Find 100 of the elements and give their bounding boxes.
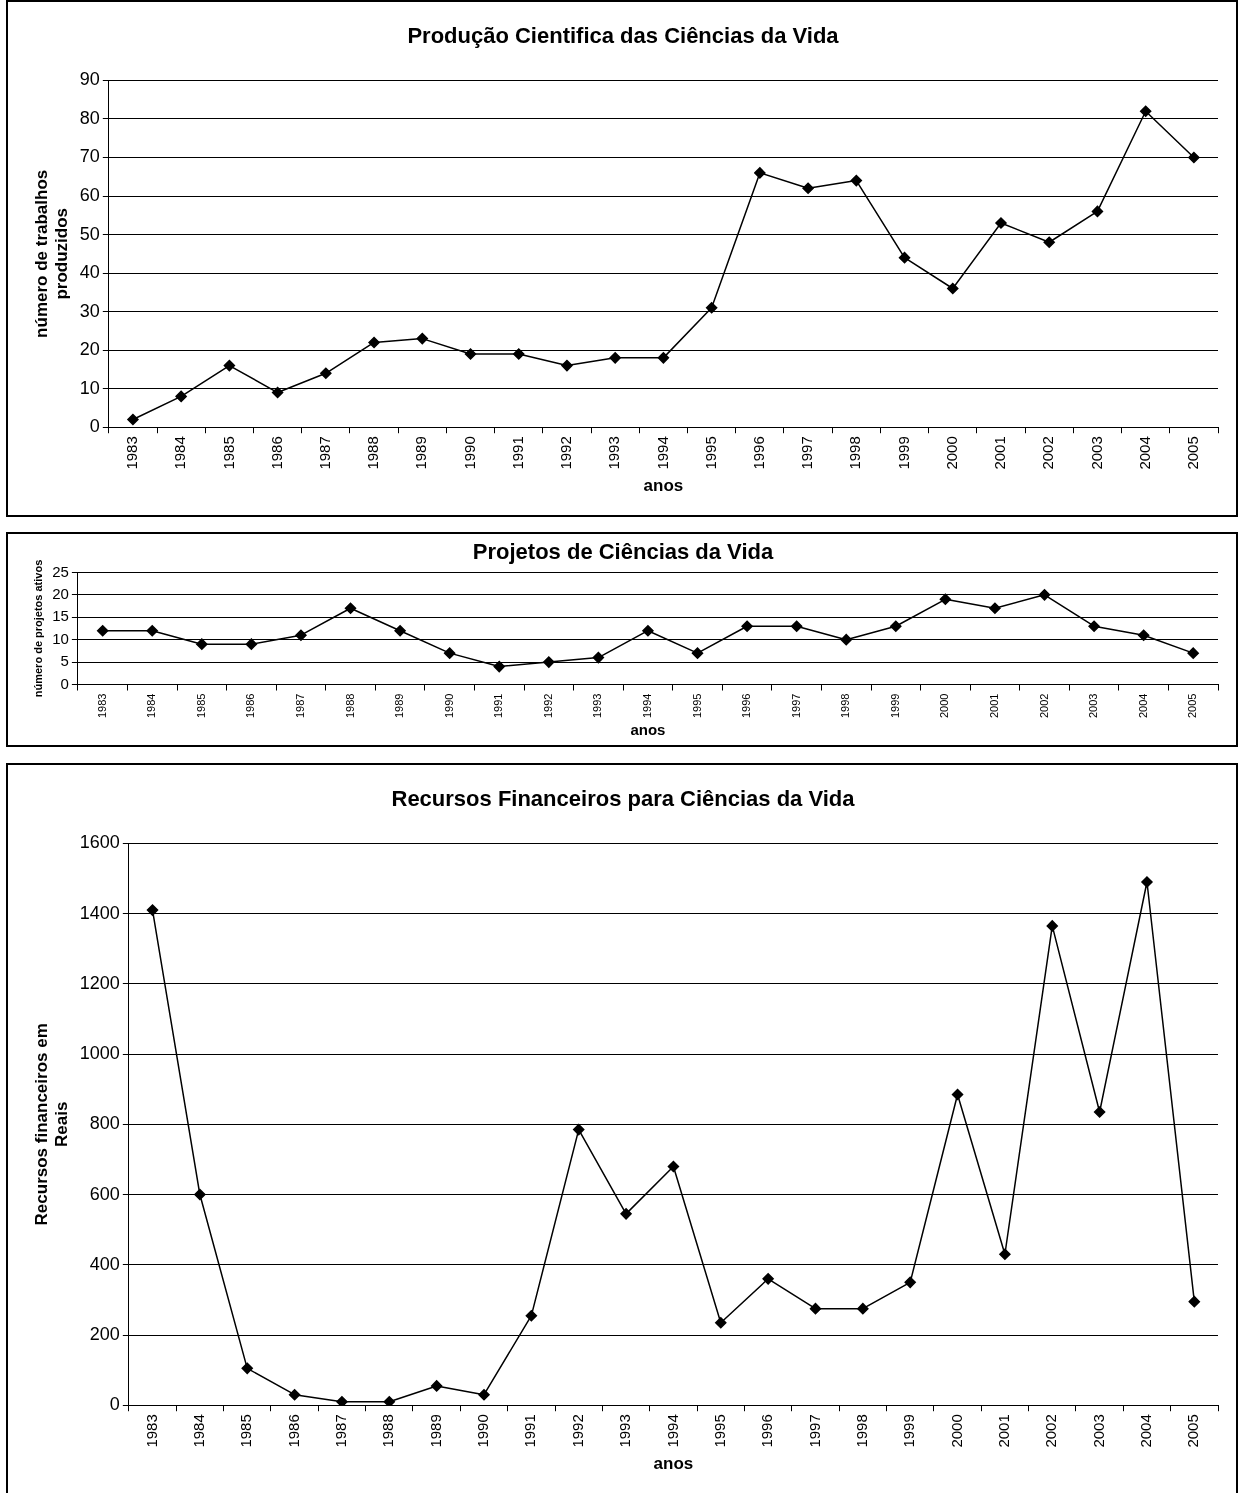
x-tick-label: 1986: [267, 436, 285, 470]
y-tick-label: 1400: [79, 902, 120, 923]
x-tick-label: 1988: [379, 1414, 397, 1448]
x-tick-label: 2003: [1087, 693, 1100, 719]
point: [525, 1309, 538, 1322]
point: [241, 1362, 253, 1375]
y-tick-label: 15: [52, 607, 69, 625]
point: [96, 624, 109, 637]
x-tick-label: 1987: [293, 693, 306, 719]
x-tick-label: 1997: [805, 1414, 823, 1448]
x-tick-label: 1993: [616, 1414, 634, 1448]
point: [368, 336, 380, 349]
x-tick-label: 1996: [740, 693, 753, 719]
point: [995, 217, 1007, 229]
x-tick-label: 2005: [1184, 436, 1202, 470]
x-tick-label: 1998: [852, 1414, 870, 1448]
x-tick-label: 2004: [1137, 1414, 1155, 1448]
y-axis-title: número de trabalhos produzidos: [31, 169, 72, 338]
x-tick-label: 1983: [95, 693, 108, 719]
point: [999, 1248, 1011, 1260]
y-tick-label: 30: [79, 300, 100, 321]
y-axis-title: Recursos financeiros em Reais: [31, 1023, 72, 1226]
point: [561, 359, 573, 372]
x-tick-label: 1987: [315, 436, 333, 470]
x-tick-label: 1995: [710, 1414, 728, 1448]
point: [464, 348, 477, 360]
x-tick-label: 1992: [557, 436, 575, 470]
point: [245, 638, 258, 650]
x-tick-label: 2005: [1184, 1414, 1202, 1448]
point: [904, 1276, 916, 1289]
y-tick-label: 20: [79, 339, 100, 360]
x-tick-label: 1999: [900, 1414, 918, 1448]
y-axis-title: número de projetos ativos: [31, 559, 44, 698]
x-tick-label: 1988: [364, 436, 382, 470]
chart-title: Recursos Financeiros para Ciências da Vida: [391, 786, 856, 812]
x-tick-label: 2003: [1089, 1414, 1107, 1448]
x-tick-label: 1986: [284, 1414, 302, 1448]
x-tick-label: 2001: [987, 693, 1000, 719]
point: [1093, 1106, 1106, 1118]
point: [543, 656, 555, 668]
point: [1043, 236, 1055, 248]
x-tick-label: 1989: [393, 693, 406, 719]
y-tick-label: 10: [52, 629, 69, 647]
y-tick-label: 1000: [79, 1043, 120, 1064]
point: [416, 332, 429, 345]
x-tick-label: 1990: [442, 693, 455, 719]
point: [592, 651, 605, 664]
x-tick-label: 1985: [194, 693, 207, 719]
y-tick-label: 70: [79, 146, 100, 167]
x-tick-label: 1997: [789, 693, 802, 719]
x-axis-title: anos: [643, 476, 684, 496]
point: [1088, 620, 1100, 632]
y-tick-label: 5: [60, 652, 69, 670]
x-tick-label: 1996: [750, 436, 767, 470]
y-tick-label: 600: [89, 1183, 120, 1204]
x-tick-label: 1983: [123, 436, 141, 470]
point: [512, 348, 525, 360]
point: [939, 593, 952, 606]
x-tick-label: 1983: [142, 1414, 160, 1448]
x-tick-label: 1991: [492, 693, 505, 719]
point: [802, 182, 814, 195]
x-tick-label: 1988: [343, 693, 356, 719]
point: [383, 1395, 396, 1406]
point: [898, 251, 911, 264]
x-axis-title: anos: [630, 721, 666, 739]
y-tick-label: 800: [89, 1113, 120, 1134]
point: [667, 1160, 680, 1173]
x-tick-label: 2000: [947, 1414, 965, 1448]
y-tick-label: 40: [79, 262, 100, 283]
x-tick-label: 1994: [653, 436, 671, 470]
point: [951, 1088, 964, 1101]
point: [691, 647, 704, 659]
point: [146, 624, 158, 637]
x-tick-label: 1984: [190, 1414, 208, 1448]
x-tick-label: 1993: [591, 693, 604, 719]
point: [336, 1395, 348, 1406]
point: [657, 352, 670, 364]
point: [790, 620, 803, 632]
point: [1046, 920, 1059, 932]
x-tick-label: 1986: [244, 693, 257, 719]
point: [850, 174, 863, 187]
y-tick-label: 20: [52, 584, 69, 602]
point: [271, 386, 284, 399]
x-tick-label: 1999: [888, 693, 901, 719]
x-tick-label: 1999: [894, 436, 912, 470]
point: [394, 624, 406, 637]
point: [1137, 629, 1150, 641]
y-tick-label: 80: [79, 107, 100, 128]
point: [1091, 205, 1104, 218]
x-tick-label: 1996: [758, 1414, 776, 1448]
x-tick-label: 1991: [508, 436, 526, 470]
point: [223, 359, 236, 372]
x-tick-label: 2004: [1135, 436, 1153, 470]
y-tick-label: 25: [52, 562, 69, 580]
y-tick-label: 0: [109, 1394, 120, 1415]
point: [430, 1380, 443, 1392]
x-tick-label: 1989: [412, 436, 430, 470]
x-tick-label: 2002: [1039, 436, 1057, 470]
point: [478, 1388, 490, 1401]
x-tick-label: 1990: [460, 436, 478, 470]
